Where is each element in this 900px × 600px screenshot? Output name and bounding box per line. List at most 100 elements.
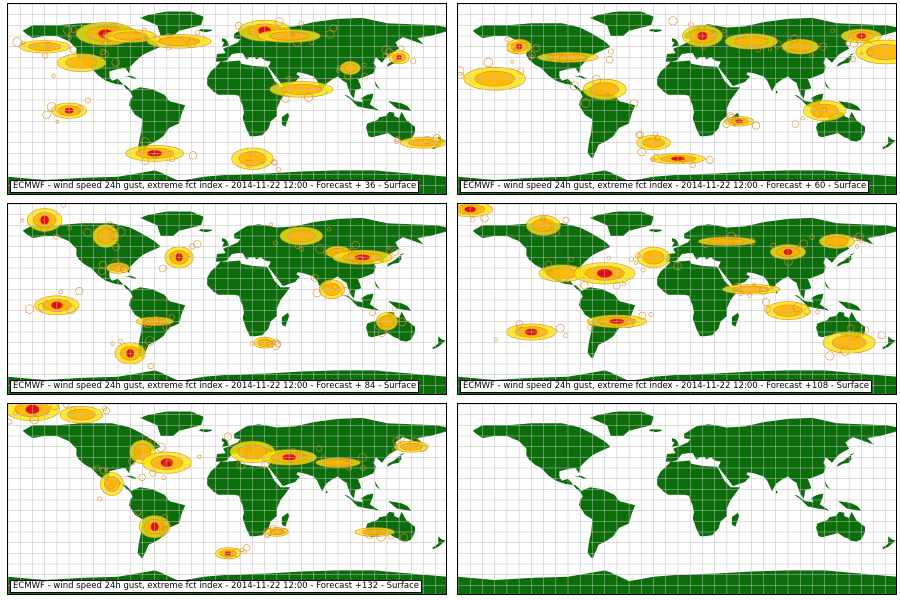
gust-contour-ring [63,404,69,408]
gust-contour-ring [608,48,614,55]
gust-contour-ring [847,324,855,332]
gust-contour-ring [799,239,808,248]
gust-contour-ring [149,469,157,477]
gust-contour-ring [112,243,120,251]
gust-contour-ring [773,40,782,49]
landmass-layer [458,411,896,594]
land-philippines [824,80,832,93]
gust-contour-ring [733,282,742,292]
land-indonesia [794,494,830,511]
gust-contour-ring [852,235,859,242]
map-panel-2: ECMWF - wind speed 24h gust, extreme fct… [457,3,897,195]
gust-contour-ring [165,44,172,51]
map-panel-5: ECMWF - wind speed 24h gust, extreme fct… [7,403,447,595]
gust-contour-ring [70,405,76,412]
gust-contour-ring [813,109,822,118]
gust-contour-ring [70,26,78,33]
gust-contour-ring [422,136,432,145]
gust-contour-ring [861,28,867,34]
gust-contour-ring [232,548,242,558]
gust-contour-ring [830,28,835,34]
gust-contour-ring [752,121,761,130]
gust-contour-ring [763,305,771,313]
gust-contour-ring [532,44,540,52]
gust-contour-ring [556,324,565,333]
land-greenland [140,11,204,36]
gust-contour-ring [329,24,338,33]
gust-contour-ring [187,38,197,48]
gust-contour-ring [99,48,106,56]
gust-contour-ring [638,311,647,320]
gust-anomaly-area [215,544,251,560]
gust-contour-ring [141,157,150,166]
gust-contour-ring [271,159,278,166]
gust-contour-ring [110,22,120,32]
land-japan [386,253,406,267]
gust-contour-ring [46,102,57,112]
lat-lon-grid [458,404,896,594]
gust-contour-ring [393,139,399,144]
map-caption: ECMWF - wind speed 24h gust, extreme fct… [460,380,872,393]
land-madagascar [281,512,290,527]
lat-lon-grid [8,4,446,194]
gust-contour-ring [337,64,343,71]
gust-contour-ring [128,457,136,466]
gust-contour-ring [29,415,39,425]
gust-contour-ring [161,520,170,528]
land-borneo [811,293,824,305]
gust-contour-ring [45,41,52,48]
land-indonesia [344,94,380,111]
gust-contour-ring [791,120,800,129]
gust-anomaly-area [249,336,282,350]
lat-lon-grid [458,4,896,194]
gust-contour-ring [310,274,319,282]
gust-contour-ring [274,527,282,535]
gust-contour-ring [581,98,591,108]
land-borneo [361,493,374,505]
gust-contour-ring [562,216,570,224]
gust-contour-ring [327,227,332,232]
land-antarctica [458,570,896,594]
gust-contour-ring [324,280,332,287]
land-new-guinea [388,501,412,511]
gust-contour-ring [51,73,56,78]
gust-contour-ring [510,59,515,64]
gust-contour-ring [634,252,641,259]
gust-contour-ring [336,68,341,73]
gust-contour-ring [784,257,793,266]
gust-contour-ring [356,255,365,264]
gust-contour-ring [347,250,358,261]
gust-contour-ring [166,32,171,38]
gust-contour-ring [374,323,382,330]
gust-contour-ring [53,233,59,240]
gust-contour-ring [381,45,391,55]
gust-contour-ring [392,447,397,452]
land-borneo [361,93,374,105]
gust-anomaly-area [650,153,714,169]
gust-contour-ring [346,464,352,471]
gust-contour-ring [515,320,524,328]
gust-contour-ring [304,92,314,102]
land-iceland [198,429,213,433]
gust-contour-ring [710,30,718,38]
land-eurasia [665,417,896,499]
gust-contour-ring [530,54,535,59]
gust-contour-ring [540,215,547,222]
gust-contour-ring [274,17,284,27]
gust-contour-ring [83,228,92,237]
gust-contour-ring [58,289,63,295]
gust-contour-ring [309,40,315,46]
gust-contour-ring [809,53,814,59]
gust-contour-ring [152,316,161,324]
gust-contour-ring [563,332,569,338]
gust-contour-ring [470,217,476,223]
gust-contour-ring [269,524,277,532]
gust-contour-ring [235,22,243,30]
land-australia [816,511,865,542]
gust-contour-ring [60,204,66,208]
land-iceland [198,29,213,33]
land-great-britain [671,438,680,447]
gust-contour-ring [120,266,125,271]
gust-contour-ring [331,283,339,291]
gust-contour-ring [84,97,91,104]
